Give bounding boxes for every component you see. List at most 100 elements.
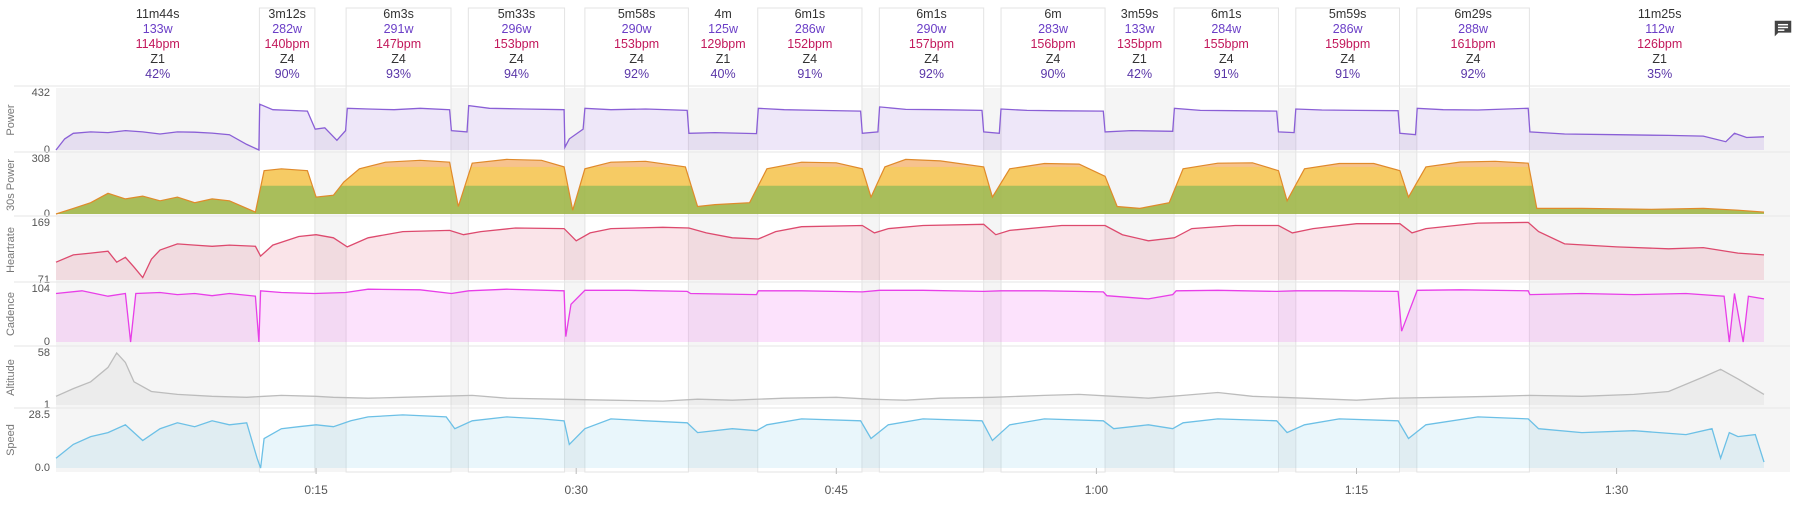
x-tick-label: 0:15	[304, 483, 328, 497]
interval-watts: 288w	[1458, 22, 1489, 36]
power30-line	[55, 158, 1765, 215]
interval-duration: 11m44s	[136, 7, 180, 21]
interval-pct: 92%	[919, 67, 944, 81]
interval-duration: 4m	[714, 7, 731, 21]
interval-pct: 92%	[1461, 67, 1486, 81]
interval-bpm: 126bpm	[1637, 37, 1682, 51]
y-tick-max: 28.5	[29, 409, 50, 421]
interval-pct: 91%	[797, 67, 822, 81]
x-tick-label: 0:45	[825, 483, 849, 497]
interval-zone: Z4	[280, 52, 295, 66]
interval-pct: 91%	[1214, 67, 1239, 81]
interval-zone: Z4	[803, 52, 818, 66]
interval-watts: 133w	[1125, 22, 1156, 36]
interval-watts: 133w	[143, 22, 174, 36]
heartrate-line	[55, 221, 1765, 279]
interval-bpm: 157bpm	[909, 37, 954, 51]
y-tick-max: 58	[38, 347, 50, 359]
interval-highlight	[1295, 7, 1401, 473]
interval-pct: 42%	[145, 67, 170, 81]
panel-label: Cadence	[5, 292, 17, 336]
interval-watts: 291w	[384, 22, 415, 36]
interval-pct: 93%	[386, 67, 411, 81]
interval-bpm: 129bpm	[700, 37, 745, 51]
interval-duration: 6m3s	[383, 7, 414, 21]
y-tick-max: 308	[32, 153, 50, 165]
power-area	[56, 104, 1764, 150]
interval-zone: Z4	[1340, 52, 1355, 66]
interval-pct: 40%	[711, 67, 736, 81]
panel-label: Altitude	[5, 359, 17, 396]
interval-pct: 94%	[504, 67, 529, 81]
chat-button[interactable]	[1768, 14, 1798, 44]
interval-zone: Z1	[1132, 52, 1147, 66]
y-tick-min: 0	[44, 336, 50, 348]
interval-bpm: 135bpm	[1117, 37, 1162, 51]
panel-label: Power	[5, 104, 17, 136]
altitude-line	[55, 351, 1765, 402]
interval-bpm: 114bpm	[136, 37, 180, 51]
interval-duration: 5m33s	[498, 7, 536, 21]
interval-highlight	[1416, 7, 1530, 473]
interval-watts: 296w	[502, 22, 533, 36]
interval-highlight	[584, 7, 689, 473]
panel-label: Heartrate	[5, 227, 17, 273]
x-tick-label: 0:30	[565, 483, 589, 497]
interval-watts: 286w	[1333, 22, 1364, 36]
interval-watts: 125w	[708, 22, 739, 36]
speed-line	[55, 414, 1765, 469]
zone-band-green	[56, 185, 1764, 214]
interval-pct: 92%	[624, 67, 649, 81]
interval-zone: Z1	[150, 52, 165, 66]
interval-zone: Z4	[509, 52, 524, 66]
interval-duration: 6m1s	[1211, 7, 1242, 21]
comment-icon	[1774, 20, 1792, 37]
interval-bpm: 147bpm	[376, 37, 421, 51]
interval-zone: Z1	[716, 52, 731, 66]
interval-watts: 290w	[622, 22, 653, 36]
interval-watts: 282w	[272, 22, 303, 36]
y-tick-min: 0	[44, 144, 50, 156]
interval-highlight	[467, 7, 566, 473]
interval-duration: 6m	[1044, 7, 1061, 21]
interval-zone: Z4	[391, 52, 406, 66]
cadence-area	[56, 289, 1764, 342]
interval-zone: Z4	[1466, 52, 1481, 66]
interval-bpm: 159bpm	[1325, 37, 1370, 51]
interval-bpm: 153bpm	[614, 37, 659, 51]
interval-pct: 42%	[1127, 67, 1152, 81]
interval-zone: Z4	[629, 52, 644, 66]
interval-zone: Z1	[1652, 52, 1667, 66]
interval-pct: 35%	[1647, 67, 1672, 81]
interval-duration: 5m59s	[1329, 7, 1367, 21]
interval-pct: 90%	[275, 67, 300, 81]
interval-watts: 284w	[1211, 22, 1242, 36]
interval-bpm: 152bpm	[787, 37, 832, 51]
cadence-line	[55, 288, 1765, 343]
y-tick-min: 1	[44, 399, 50, 411]
interval-duration: 3m12s	[268, 7, 306, 21]
heartrate-area	[56, 222, 1764, 280]
interval-watts: 283w	[1038, 22, 1069, 36]
interval-bpm: 156bpm	[1030, 37, 1075, 51]
y-tick-min: 0.0	[35, 462, 50, 474]
interval-highlight	[757, 7, 863, 473]
interval-duration: 6m29s	[1454, 7, 1492, 21]
power-line	[55, 103, 1765, 152]
x-tick-label: 1:00	[1085, 483, 1109, 497]
y-tick-max: 104	[32, 283, 50, 295]
interval-duration: 6m1s	[916, 7, 947, 21]
panel-label: 30s Power	[5, 159, 17, 211]
interval-zone: Z4	[1219, 52, 1234, 66]
interval-duration: 3m59s	[1121, 7, 1159, 21]
interval-duration: 5m58s	[618, 7, 656, 21]
interval-bpm: 140bpm	[265, 37, 310, 51]
interval-watts: 286w	[795, 22, 826, 36]
y-tick-max: 432	[32, 87, 50, 99]
x-tick-label: 1:30	[1605, 483, 1629, 497]
y-tick-min: 0	[44, 208, 50, 220]
y-tick-min: 71	[38, 274, 50, 286]
interval-zone: Z4	[924, 52, 939, 66]
interval-watts: 290w	[917, 22, 948, 36]
